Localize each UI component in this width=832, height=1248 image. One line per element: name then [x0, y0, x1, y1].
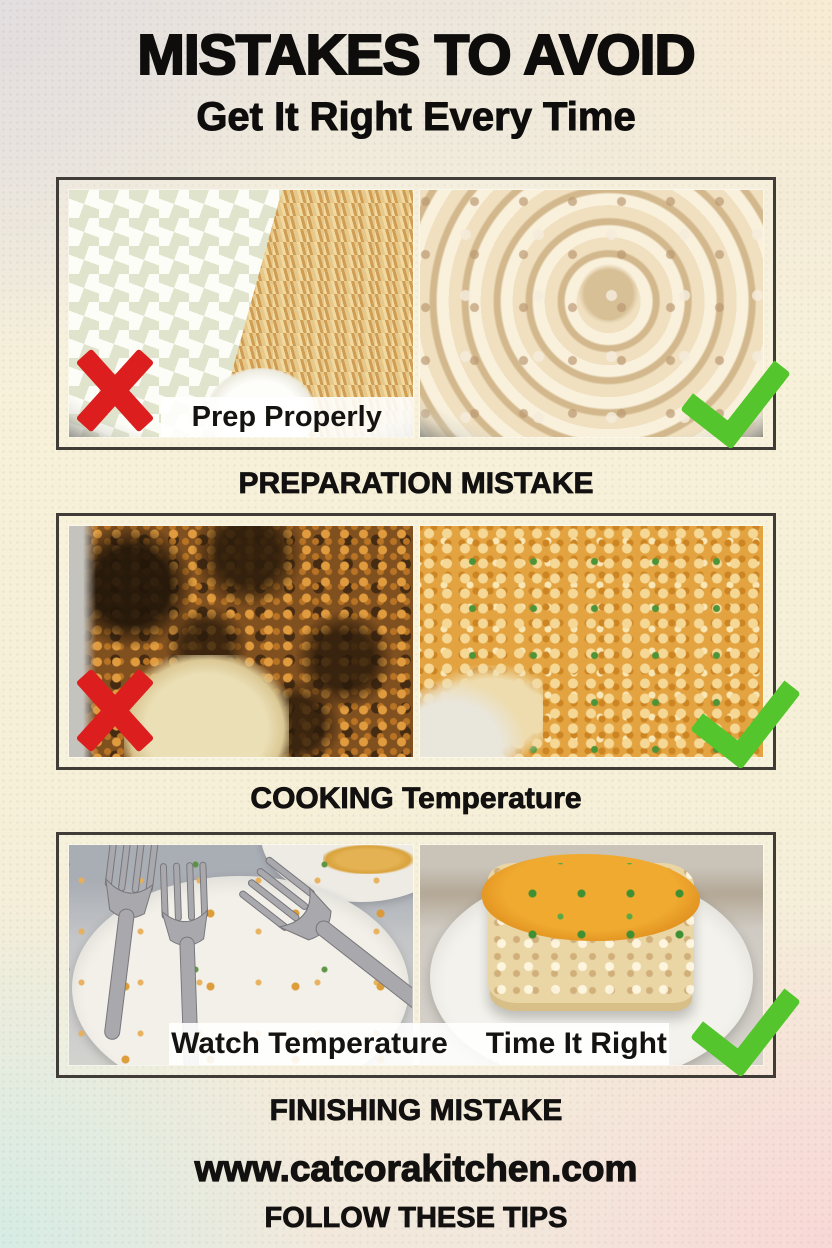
panel-cooking	[56, 513, 776, 770]
tip-label-strip: Prep Properly	[161, 397, 413, 437]
comparison-row: Watch Temperature Time It Right	[69, 845, 763, 1065]
photo-burnt-casserole	[69, 526, 413, 757]
scooped-interior	[419, 664, 544, 757]
tip-label-watch-temperature: Watch Temperature	[171, 1027, 448, 1060]
comparison-row: Prep Properly	[69, 190, 763, 437]
wrong-example-empty-plate	[69, 845, 413, 1065]
page-subtitle: Get It Right Every Time	[196, 95, 636, 140]
check-icon	[693, 663, 793, 763]
tip-label-time-it-right: Time It Right	[485, 1027, 667, 1060]
cross-icon	[75, 669, 155, 753]
photo-empty-plate-forks	[69, 845, 413, 1065]
right-example-prep	[419, 190, 763, 437]
website-url: www.catcorakitchen.com	[194, 1147, 638, 1189]
wrong-example-prep: Prep Properly	[69, 190, 413, 437]
casserole-square	[482, 854, 701, 1004]
panel-preparation: Prep Properly	[56, 177, 776, 450]
panel-finishing: Watch Temperature Time It Right	[56, 832, 776, 1078]
herb-garnish	[496, 862, 687, 941]
section-caption-finishing: FINISHING MISTAKE	[269, 1094, 563, 1128]
tip-label-strip: Watch Temperature Time It Right	[169, 1023, 669, 1065]
wrong-example-burnt	[69, 526, 413, 757]
cross-icon	[75, 349, 155, 433]
photo-mixed-batter-bowl	[419, 190, 763, 437]
section-caption-preparation: PREPARATION MISTAKE	[238, 467, 594, 501]
check-icon	[693, 971, 793, 1071]
section-caption-cooking: COOKING Temperature	[250, 782, 582, 816]
comparison-row	[69, 526, 763, 757]
photo-unmixed-ingredients-bowl	[69, 190, 413, 437]
right-example-golden	[419, 526, 763, 757]
check-icon	[683, 343, 783, 443]
page-title: MISTAKES TO AVOID	[136, 22, 696, 88]
footer-tagline: FOLLOW THESE TIPS	[264, 1202, 568, 1235]
